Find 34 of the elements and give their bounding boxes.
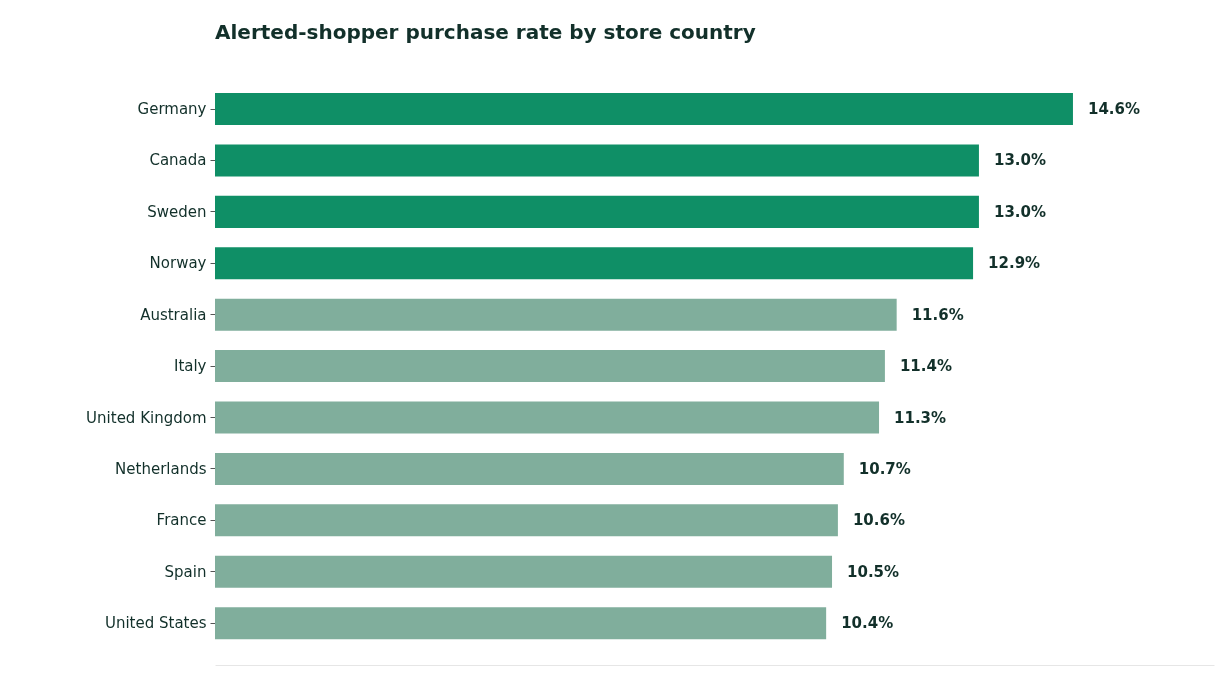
- bar: [215, 607, 827, 640]
- bar: [215, 350, 885, 383]
- data-label: 11.3%: [894, 408, 947, 427]
- data-label: 12.9%: [988, 254, 1041, 273]
- bar: [215, 247, 974, 280]
- y-tick-label: Norway: [149, 254, 207, 273]
- y-tick-label: Canada: [149, 151, 207, 170]
- data-label: 11.6%: [911, 305, 964, 324]
- bar: [215, 298, 897, 331]
- data-label: 13.0%: [993, 202, 1046, 221]
- chart-title: Alerted-shopper purchase rate by store country: [215, 20, 756, 44]
- y-tick-label: United States: [104, 614, 207, 633]
- data-label: 10.4%: [841, 614, 894, 633]
- bar: [215, 452, 844, 485]
- data-label: 13.0%: [993, 151, 1046, 170]
- bar: [215, 93, 1073, 126]
- data-label: 14.6%: [1087, 100, 1141, 119]
- data-label: 10.7%: [858, 459, 911, 478]
- bar: [215, 555, 833, 588]
- bar: [215, 144, 979, 177]
- bar: [215, 401, 880, 434]
- y-tick-label: France: [156, 511, 207, 530]
- data-label: 11.4%: [899, 357, 952, 376]
- y-tick-label: United Kingdom: [86, 408, 207, 427]
- y-tick-label: Italy: [173, 357, 207, 376]
- y-tick-label: Spain: [164, 562, 207, 581]
- bar: [215, 195, 979, 228]
- y-tick-label: Netherlands: [115, 459, 207, 478]
- y-tick-label: Australia: [140, 305, 207, 324]
- data-label: 10.6%: [852, 511, 905, 530]
- y-tick-label: Germany: [137, 100, 207, 119]
- data-label: 10.5%: [847, 562, 900, 581]
- bar: [215, 504, 838, 537]
- y-tick-label: Sweden: [147, 202, 207, 221]
